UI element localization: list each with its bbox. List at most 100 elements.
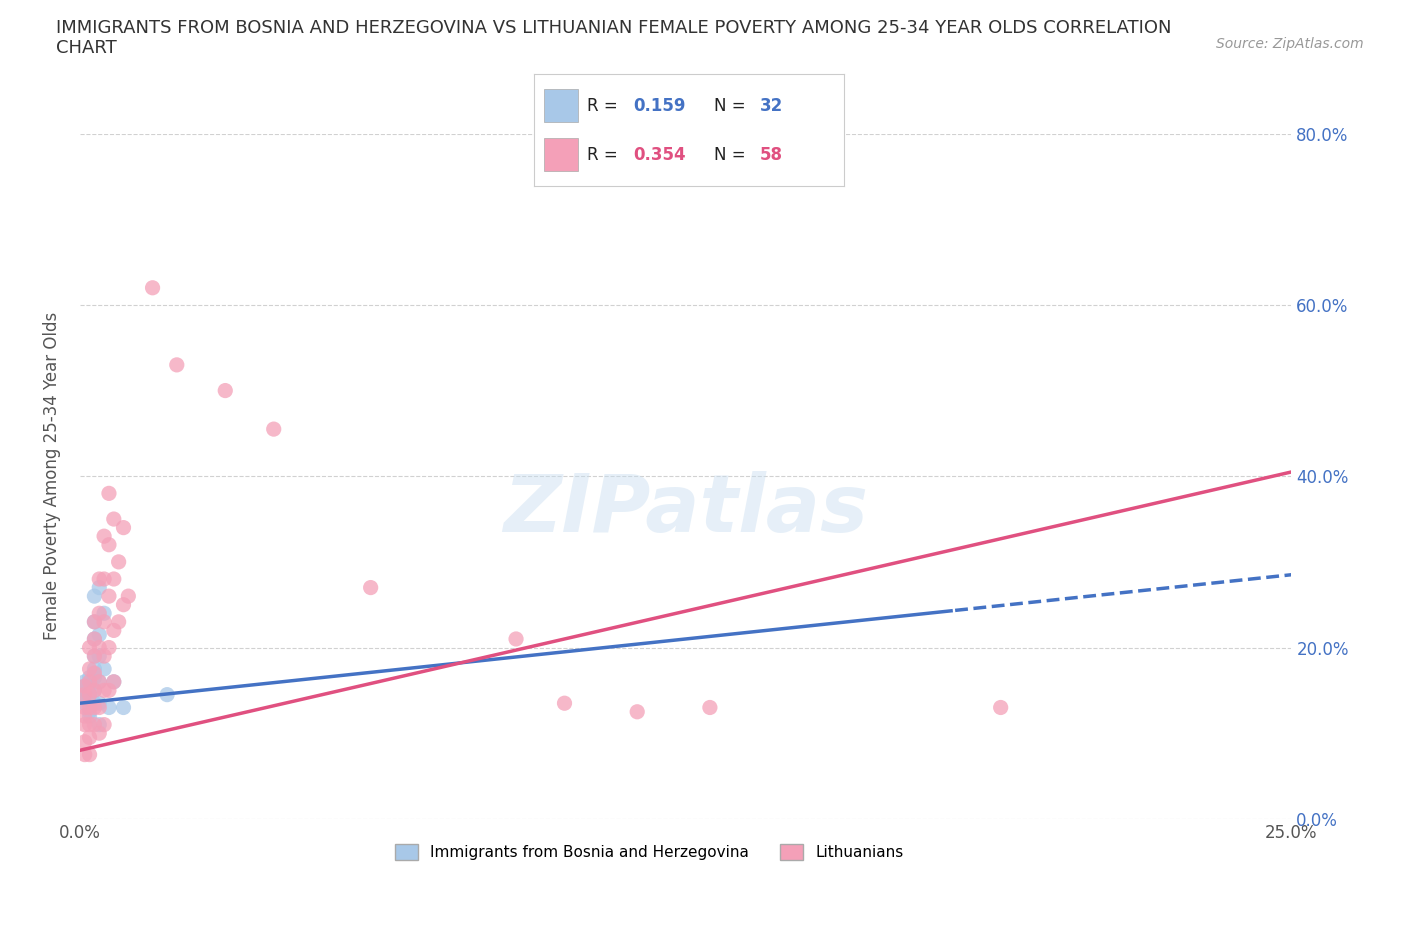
Point — [156, 687, 179, 702]
Point — [97, 538, 120, 552]
Point — [103, 674, 125, 689]
Point — [83, 648, 105, 663]
Point — [79, 700, 101, 715]
Point — [79, 696, 101, 711]
Text: 0.354: 0.354 — [633, 146, 686, 164]
Point — [112, 520, 135, 535]
Point — [89, 580, 111, 595]
Point — [97, 700, 120, 715]
Point — [103, 512, 125, 526]
Text: N =: N = — [714, 146, 751, 164]
Point — [89, 717, 111, 732]
Text: ZIPatlas: ZIPatlas — [503, 472, 868, 550]
Text: Source: ZipAtlas.com: Source: ZipAtlas.com — [1216, 37, 1364, 51]
Point — [83, 683, 105, 698]
Point — [89, 674, 111, 689]
Point — [117, 589, 139, 604]
Point — [166, 357, 188, 372]
Point — [93, 615, 115, 630]
Point — [83, 696, 105, 711]
Point — [553, 696, 575, 711]
Point — [89, 640, 111, 655]
Point — [89, 627, 111, 642]
Point — [73, 700, 96, 715]
FancyBboxPatch shape — [544, 138, 578, 171]
Point — [83, 589, 105, 604]
Point — [83, 631, 105, 646]
Point — [214, 383, 236, 398]
Point — [73, 717, 96, 732]
Point — [83, 631, 105, 646]
Point — [79, 747, 101, 762]
Point — [73, 696, 96, 711]
FancyBboxPatch shape — [544, 89, 578, 123]
Y-axis label: Female Poverty Among 25-34 Year Olds: Female Poverty Among 25-34 Year Olds — [44, 312, 60, 641]
Text: N =: N = — [714, 97, 751, 114]
Point — [89, 700, 111, 715]
Text: 0.159: 0.159 — [633, 97, 686, 114]
Point — [360, 580, 382, 595]
Point — [93, 717, 115, 732]
Point — [73, 692, 96, 707]
Point — [83, 683, 105, 698]
Point — [89, 572, 111, 587]
Point — [97, 485, 120, 500]
Point — [89, 725, 111, 740]
Point — [142, 280, 165, 295]
Point — [626, 704, 648, 719]
Point — [83, 717, 105, 732]
Point — [89, 648, 111, 663]
Point — [79, 687, 101, 702]
Point — [89, 605, 111, 620]
Point — [83, 648, 105, 663]
Point — [103, 572, 125, 587]
Point — [112, 597, 135, 612]
Point — [79, 679, 101, 694]
Point — [93, 648, 115, 663]
Point — [79, 661, 101, 676]
Point — [79, 671, 101, 685]
Point — [79, 687, 101, 702]
Point — [73, 674, 96, 689]
Point — [93, 572, 115, 587]
Point — [73, 709, 96, 724]
Point — [103, 623, 125, 638]
Point — [83, 615, 105, 630]
Point — [97, 683, 120, 698]
Point — [83, 666, 105, 681]
Point — [93, 605, 115, 620]
Point — [112, 700, 135, 715]
Point — [73, 687, 96, 702]
Point — [79, 640, 101, 655]
Text: 58: 58 — [761, 146, 783, 164]
Point — [89, 696, 111, 711]
Point — [79, 709, 101, 724]
Point — [83, 700, 105, 715]
Point — [263, 421, 285, 436]
Point — [83, 671, 105, 685]
Point — [79, 674, 101, 689]
Text: R =: R = — [586, 97, 623, 114]
Point — [73, 679, 96, 694]
Point — [505, 631, 527, 646]
Point — [79, 704, 101, 719]
Point — [73, 747, 96, 762]
Point — [699, 700, 721, 715]
Point — [79, 730, 101, 745]
Point — [97, 640, 120, 655]
Point — [73, 735, 96, 750]
Point — [73, 683, 96, 698]
Point — [89, 674, 111, 689]
Point — [83, 661, 105, 676]
Point — [79, 717, 101, 732]
Text: R =: R = — [586, 146, 623, 164]
Point — [73, 679, 96, 694]
Point — [93, 683, 115, 698]
Text: IMMIGRANTS FROM BOSNIA AND HERZEGOVINA VS LITHUANIAN FEMALE POVERTY AMONG 25-34 : IMMIGRANTS FROM BOSNIA AND HERZEGOVINA V… — [56, 19, 1171, 58]
Legend: Immigrants from Bosnia and Herzegovina, Lithuanians: Immigrants from Bosnia and Herzegovina, … — [389, 838, 910, 866]
Point — [103, 674, 125, 689]
Point — [107, 615, 129, 630]
Point — [73, 687, 96, 702]
Point — [990, 700, 1012, 715]
Point — [97, 589, 120, 604]
